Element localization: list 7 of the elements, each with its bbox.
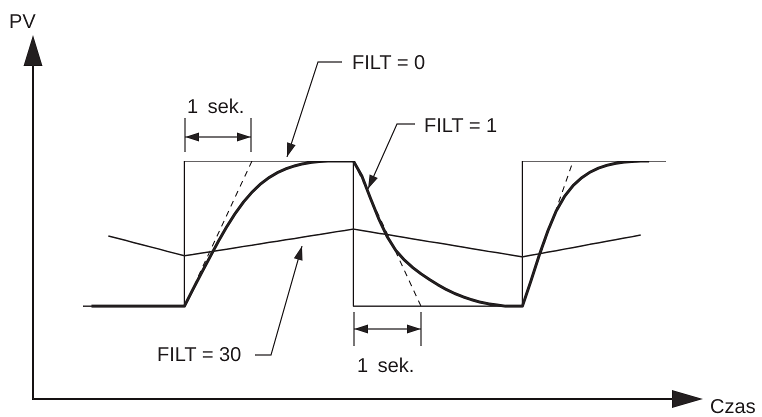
text: FILT = 1 (424, 115, 498, 137)
text: 1 sek. (187, 96, 244, 118)
annotation: 1 sek. (357, 355, 414, 377)
x-axis-title: Czas (710, 396, 756, 417)
text: PV (9, 11, 36, 33)
text: FILT = 30 (157, 344, 242, 366)
text: FILT = 0 (352, 52, 426, 74)
